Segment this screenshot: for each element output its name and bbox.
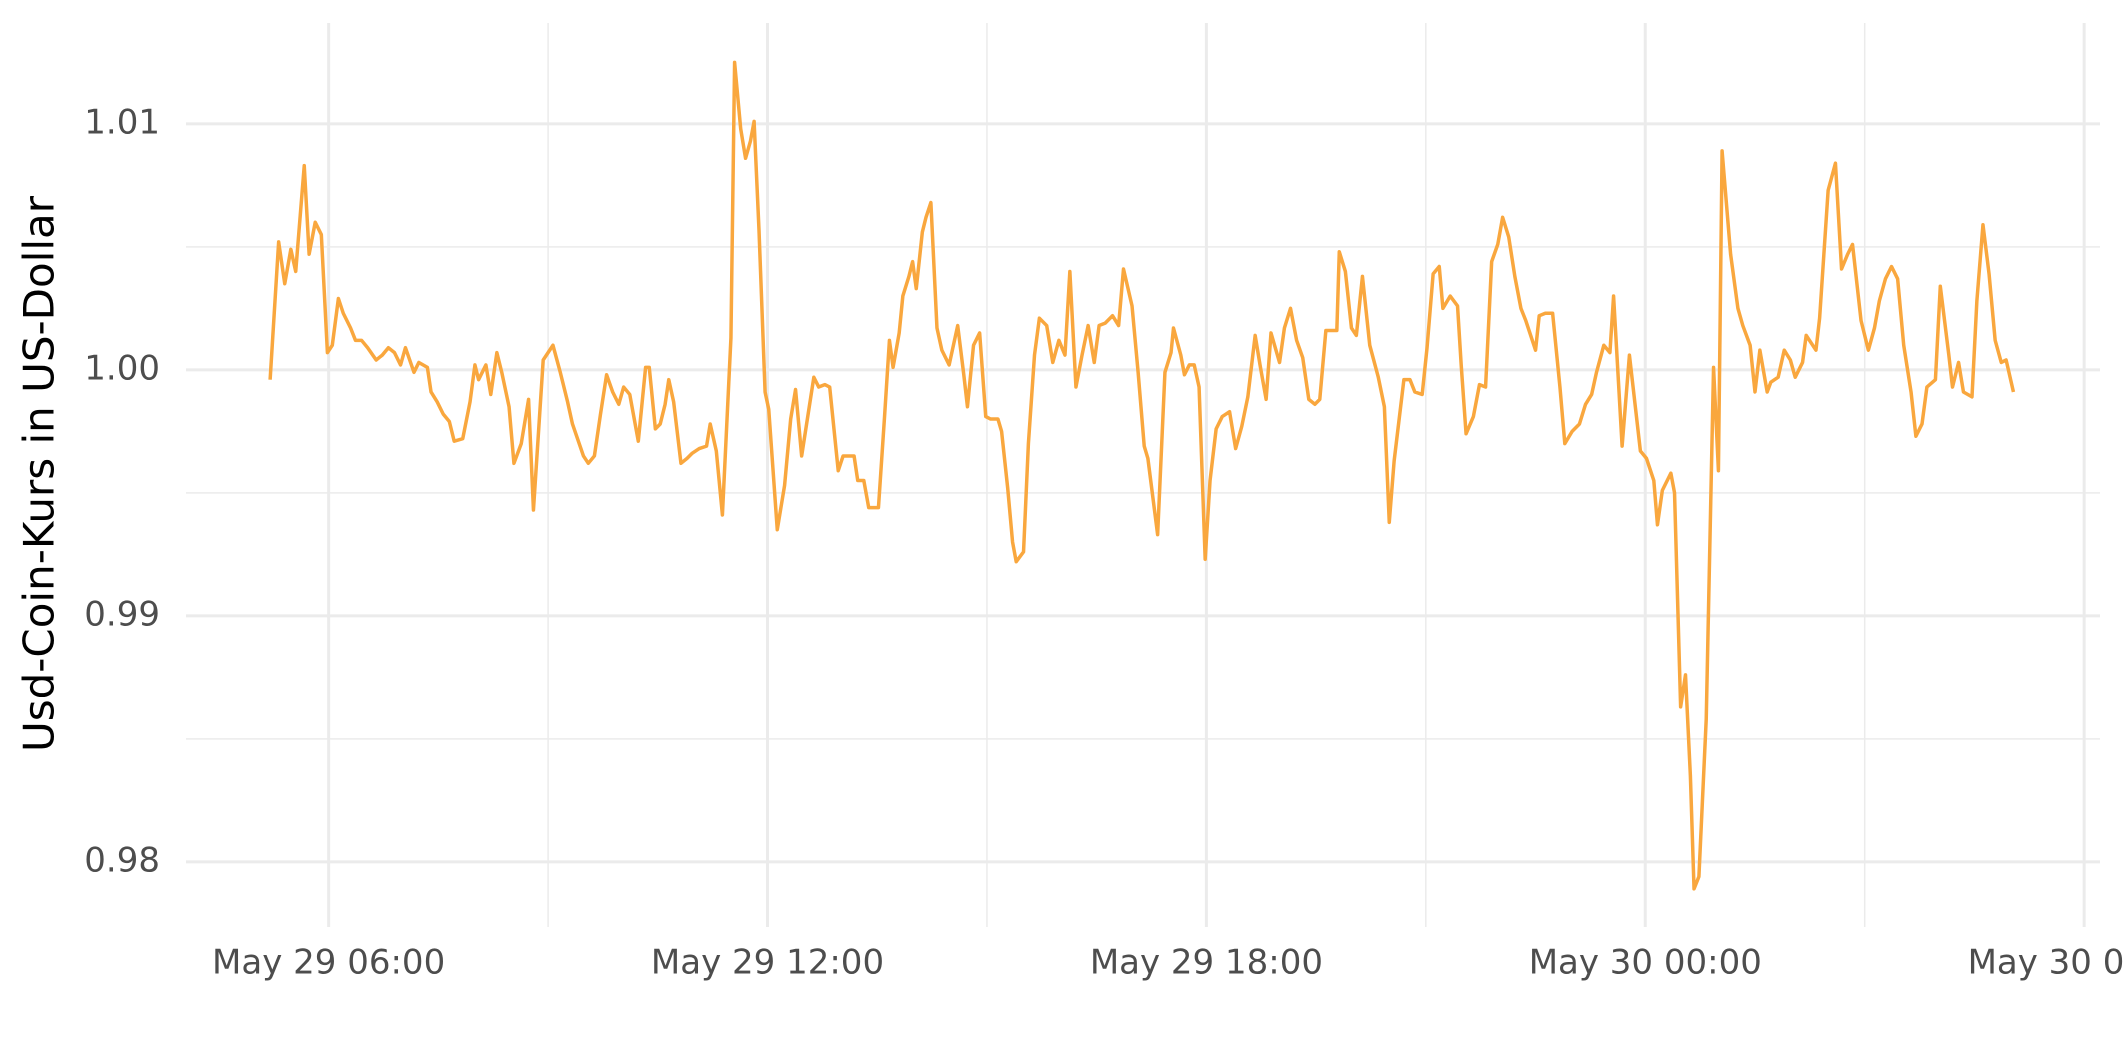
- y-tick-label: 1.01: [84, 102, 160, 142]
- x-tick-label: May 29 18:00: [1090, 943, 1323, 983]
- y-axis-title: Usd-Coin-Kurs in US-Dollar: [15, 195, 64, 752]
- x-tick-label: May 29 12:00: [651, 943, 884, 983]
- y-tick-label: 0.98: [84, 840, 160, 880]
- x-tick-label: May 29 06:00: [212, 943, 445, 983]
- y-tick-label: 0.99: [84, 594, 160, 634]
- price-line: [268, 60, 2016, 891]
- x-tick-label: May 30 06:00: [1968, 943, 2125, 983]
- x-tick-label: May 30 00:00: [1529, 943, 1762, 983]
- y-tick-label: 1.00: [84, 348, 160, 388]
